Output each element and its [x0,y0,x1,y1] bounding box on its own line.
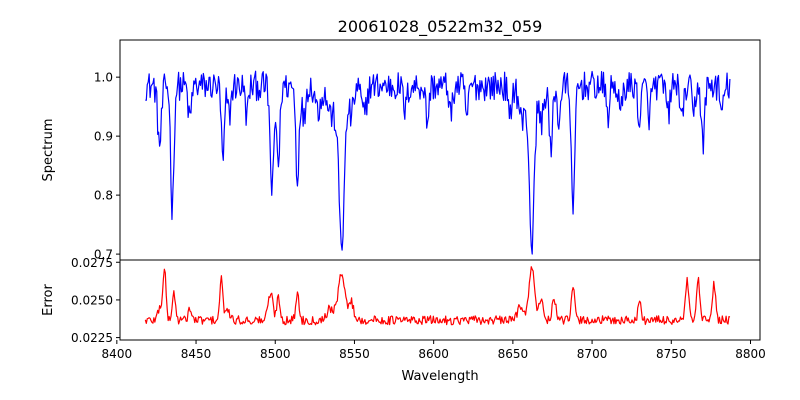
spectrum-y-ticks: 0.7 0.8 0.9 1.0 [94,71,120,262]
error-series-layer [144,266,731,326]
x-tick-label: 8550 [339,347,370,361]
y-tick-label: 1.0 [94,71,113,85]
x-tick-label: 8500 [260,347,291,361]
spectrum-line [145,70,731,255]
y-tick-label: 0.0225 [71,331,113,345]
error-y-ticks: 0.0225 0.0250 0.0275 [71,256,120,345]
y-tick-label: 0.0275 [71,256,113,270]
x-tick-label: 8800 [735,347,766,361]
spectrum-series-layer [145,70,731,255]
x-tick-label: 8700 [577,347,608,361]
y-tick-label: 0.7 [94,248,113,262]
x-tick-label: 8400 [102,347,133,361]
y-tick-label: 0.0250 [71,293,113,307]
spectrum-y-axis-label: Spectrum [41,119,56,182]
x-tick-label: 8450 [181,347,212,361]
error-y-axis-label: Error [41,284,56,316]
x-tick-label: 8750 [656,347,687,361]
y-tick-label: 0.8 [94,189,113,203]
x-axis-label: Wavelength [401,369,478,384]
y-tick-label: 0.9 [94,130,113,144]
wavelength-x-ticks: 8400 8450 8500 8550 8600 8650 8700 8750 8800 [102,340,766,361]
chart-title: 20061028_0522m32_059 [338,17,543,37]
error-line [144,266,731,326]
x-tick-label: 8650 [498,347,529,361]
x-tick-label: 8600 [418,347,449,361]
